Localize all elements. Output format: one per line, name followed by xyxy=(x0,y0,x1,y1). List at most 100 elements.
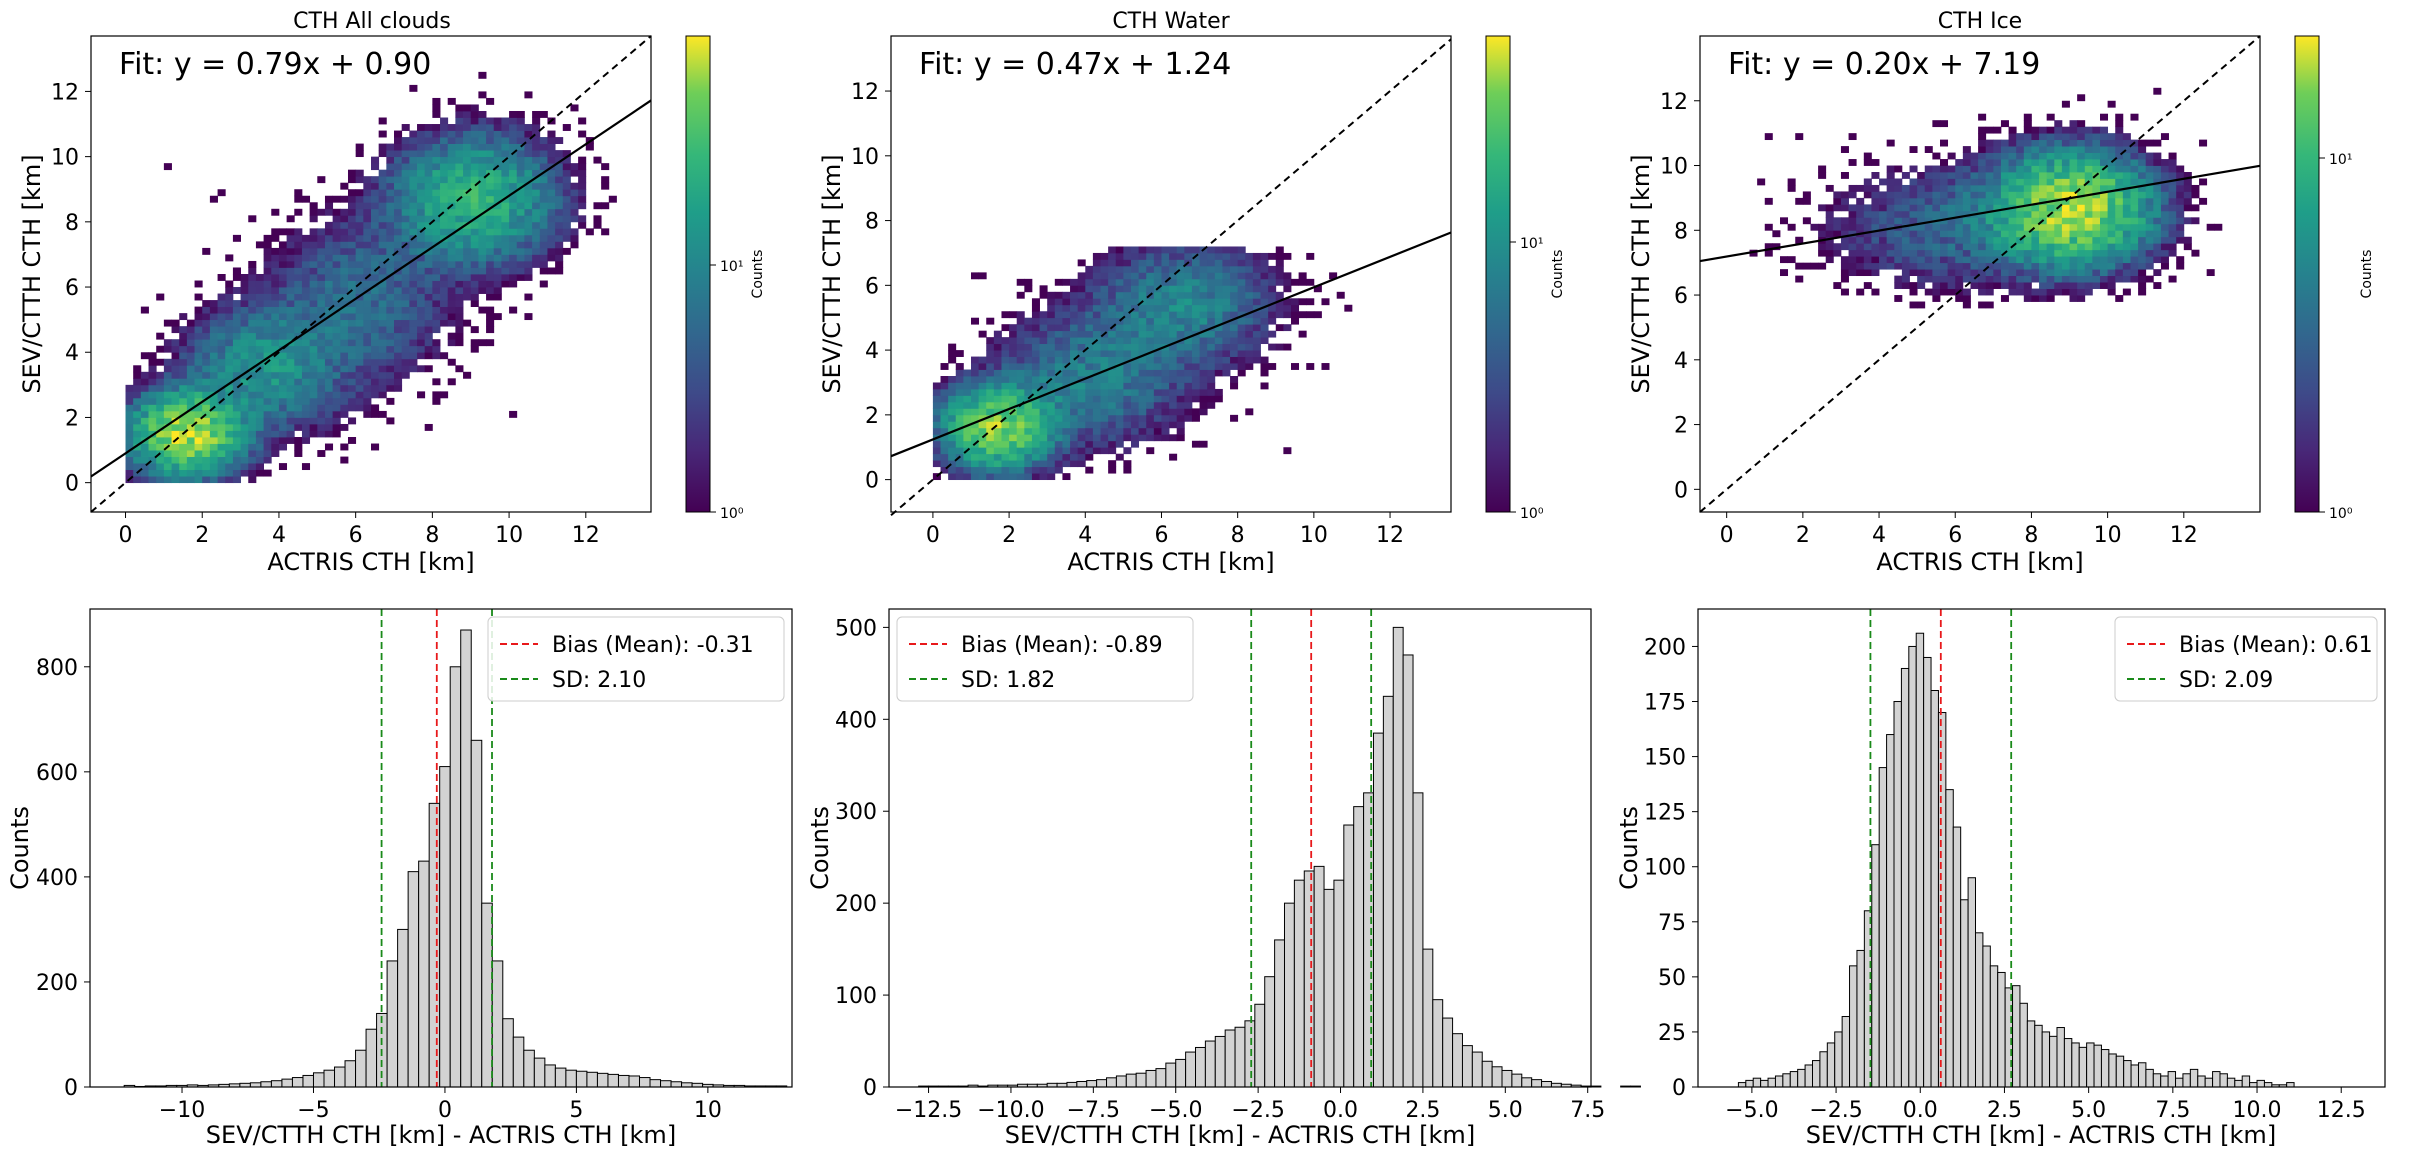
heatmap-cell xyxy=(1993,146,2002,153)
colorbar: 10⁰ 10¹ Counts xyxy=(685,35,766,522)
heatmap-cell xyxy=(1138,369,1147,377)
heatmap-cell xyxy=(2138,191,2147,199)
heatmap-cell xyxy=(278,332,288,340)
heatmap-cell xyxy=(194,404,203,412)
heatmap-cell xyxy=(1016,414,1025,422)
heatmap-cell xyxy=(932,395,941,403)
heatmap-cell xyxy=(340,352,349,360)
heatmap-cell xyxy=(2176,197,2185,205)
heatmap-cell xyxy=(524,176,533,184)
heatmap-cell xyxy=(1146,363,1155,370)
heatmap-cell xyxy=(593,215,602,223)
heatmap-cell xyxy=(248,384,257,392)
heatmap-cell xyxy=(1924,191,1933,199)
heatmap-cell xyxy=(225,476,234,484)
heatmap-cell xyxy=(240,397,249,405)
heatmap-cell xyxy=(1092,343,1101,351)
heatmap-cell xyxy=(1833,197,1842,205)
heatmap-cell xyxy=(1039,460,1048,468)
heatmap-cell xyxy=(1191,246,1200,254)
heatmap-cell xyxy=(1131,324,1140,332)
heatmap-cell xyxy=(2039,288,2048,296)
heatmap-cell xyxy=(1275,343,1284,351)
histogram-bar xyxy=(2234,1079,2243,1088)
heatmap-cell xyxy=(1176,311,1185,319)
heatmap-cell xyxy=(1940,178,1949,186)
heatmap-cell xyxy=(278,404,288,412)
heatmap-cell xyxy=(1176,285,1185,293)
heatmap-cell xyxy=(1131,285,1140,293)
heatmap-cell xyxy=(1298,311,1307,319)
x-tick-label: 4 xyxy=(272,523,286,548)
heatmap-cell xyxy=(2138,269,2147,277)
heatmap-cell xyxy=(1199,304,1208,312)
heatmap-cell xyxy=(248,215,257,223)
heatmap-cell xyxy=(1840,146,1849,153)
heatmap-cell xyxy=(1924,184,1933,192)
heatmap-cell xyxy=(2061,152,2070,160)
heatmap-cell xyxy=(1131,259,1140,267)
heatmap-cell xyxy=(1787,256,1796,264)
heatmap-cell xyxy=(2023,275,2032,283)
heatmap-cell xyxy=(501,234,510,242)
heatmap-cell xyxy=(1176,395,1185,403)
heatmap-cell xyxy=(1169,395,1178,403)
heatmap-cell xyxy=(163,456,172,464)
heatmap-cell xyxy=(324,228,334,236)
heatmap-cell xyxy=(255,241,264,249)
histogram-bar xyxy=(1915,632,1925,1088)
heatmap-cell xyxy=(355,208,364,216)
heatmap-cell xyxy=(1031,350,1040,357)
heatmap-cell xyxy=(1199,350,1208,357)
y-tick-label: 2 xyxy=(1674,414,1688,439)
heatmap-cell xyxy=(2031,288,2040,296)
heatmap-cell xyxy=(324,300,334,307)
heatmap-cell xyxy=(294,352,303,360)
heatmap-cell xyxy=(2138,262,2147,270)
heatmap-cell xyxy=(209,358,218,366)
heatmap-cell xyxy=(2069,126,2078,134)
x-tick-label: −10 xyxy=(159,1098,205,1123)
heatmap-cell xyxy=(347,339,357,347)
heatmap-cell xyxy=(1047,395,1056,403)
heatmap-cell xyxy=(1275,278,1284,286)
heatmap-cell xyxy=(440,163,449,171)
heatmap-cell xyxy=(2031,236,2040,244)
heatmap-cell xyxy=(539,215,548,223)
heatmap-cell xyxy=(171,469,180,477)
heatmap-cell xyxy=(1810,262,1819,270)
heatmap-cell xyxy=(1031,304,1040,312)
heatmap-cell xyxy=(286,423,295,431)
heatmap-cell xyxy=(225,326,234,334)
heatmap-cell xyxy=(340,306,349,314)
heatmap-cell xyxy=(1802,262,1811,270)
heatmap-cell xyxy=(1840,243,1849,251)
heatmap-cell xyxy=(2031,126,2040,134)
heatmap-cell xyxy=(1222,291,1231,299)
heatmap-cell xyxy=(2084,159,2093,166)
heatmap-cell xyxy=(347,169,357,177)
heatmap-cell xyxy=(202,397,211,405)
heatmap-cell xyxy=(516,254,525,262)
heatmap-cell xyxy=(225,423,234,431)
y-axis-label: Counts xyxy=(806,806,834,890)
heatmap-cell xyxy=(2016,184,2025,192)
heatmap-cell xyxy=(1840,262,1849,270)
heatmap-cell xyxy=(1070,330,1079,338)
heatmap-cell xyxy=(1131,317,1140,325)
heatmap-cell xyxy=(516,189,525,197)
heatmap-cell xyxy=(1062,343,1071,351)
heatmap-cell xyxy=(378,208,387,216)
heatmap-cell xyxy=(371,228,380,236)
heatmap-cell xyxy=(1306,298,1315,306)
heatmap-cell xyxy=(1978,288,1987,296)
heatmap-cell xyxy=(401,150,410,158)
heatmap-cell xyxy=(432,345,441,353)
heatmap-cell xyxy=(2023,133,2032,141)
heatmap-cell xyxy=(1840,230,1849,238)
x-ticks: −5.0 −2.5 0.0 2.5 5.0 7.5 10.0 12.5 xyxy=(1725,1087,2366,1123)
heatmap-cell xyxy=(1207,304,1216,312)
heatmap-cell xyxy=(2153,243,2162,251)
heatmap-cell xyxy=(1123,363,1132,370)
heatmap-cell xyxy=(2077,217,2086,225)
